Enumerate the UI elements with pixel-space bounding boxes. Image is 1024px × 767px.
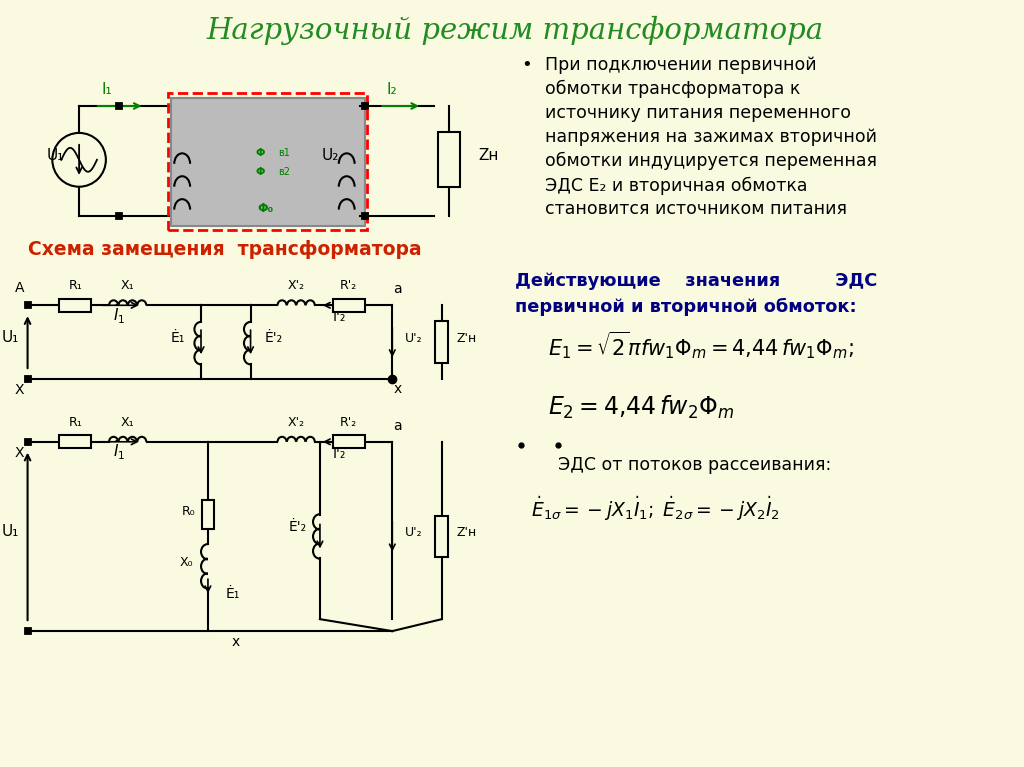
Text: R₁: R₁	[69, 279, 82, 292]
Text: Φ₀: Φ₀	[257, 202, 273, 215]
Text: ЭДС от потоков рассеивания:: ЭДС от потоков рассеивания:	[558, 456, 831, 474]
Bar	[333, 436, 365, 448]
Text: Ė₁: Ė₁	[225, 588, 241, 601]
Text: $\dot{I}_1$: $\dot{I}_1$	[113, 439, 125, 463]
Text: Схема замещения  трансформатора: Схема замещения трансформатора	[28, 240, 421, 259]
Text: в2: в2	[279, 166, 291, 176]
Bar	[435, 321, 449, 363]
Text: a: a	[393, 282, 401, 296]
Text: X: X	[15, 383, 25, 397]
Bar	[171, 98, 365, 225]
Text: X₁: X₁	[121, 416, 134, 429]
Text: Ė₁: Ė₁	[171, 331, 185, 345]
Text: Φ: Φ	[256, 148, 265, 158]
Text: x: x	[231, 635, 240, 649]
Bar	[333, 299, 365, 311]
Text: U'₂: U'₂	[406, 332, 423, 345]
Text: Z'н: Z'н	[457, 526, 477, 539]
Text: U'₂: U'₂	[406, 526, 423, 539]
Text: •: •	[521, 56, 531, 74]
Text: Zн: Zн	[478, 148, 499, 163]
Text: X₁: X₁	[121, 279, 134, 292]
Text: I₁: I₁	[101, 82, 113, 97]
Text: A: A	[15, 281, 25, 295]
Text: X₀: X₀	[179, 556, 193, 569]
Text: R'₂: R'₂	[340, 279, 357, 292]
Text: в1: в1	[279, 148, 290, 158]
Text: I'₂: I'₂	[333, 446, 346, 461]
Bar	[59, 436, 91, 448]
Text: $\dot{I}_1$: $\dot{I}_1$	[113, 302, 125, 326]
Text: Φ: Φ	[256, 166, 265, 176]
Text: a: a	[393, 419, 401, 433]
Text: R₁: R₁	[69, 416, 82, 429]
Text: При подключении первичной
обмотки трансформатора к
источнику питания переменного: При подключении первичной обмотки трансф…	[545, 56, 877, 219]
Text: R'₂: R'₂	[340, 416, 357, 429]
Text: Ė'₂: Ė'₂	[264, 331, 283, 345]
Text: U₁: U₁	[2, 525, 19, 539]
Text: U₁: U₁	[2, 330, 19, 345]
Text: R₀: R₀	[181, 505, 195, 518]
Text: $E_1 = \sqrt{2}\pi fw_1 \Phi_m = 4{,}44\, fw_1 \Phi_m;$: $E_1 = \sqrt{2}\pi fw_1 \Phi_m = 4{,}44\…	[548, 329, 854, 361]
Text: Ė'₂: Ė'₂	[289, 521, 307, 535]
Text: x: x	[393, 382, 401, 396]
Bar	[202, 499, 214, 529]
Text: Действующие    значения         ЭДС
первичной и вторичной обмоток:: Действующие значения ЭДС первичной и вто…	[515, 272, 878, 316]
Bar	[435, 515, 449, 558]
Bar	[168, 93, 367, 229]
Bar	[59, 299, 91, 311]
Text: U₁: U₁	[47, 148, 65, 163]
Text: $\dot{E}_{1\sigma} = -jX_1\dot{I}_1;\; \dot{E}_{2\sigma} = -jX_2\dot{I}_2$: $\dot{E}_{1\sigma} = -jX_1\dot{I}_1;\; \…	[531, 494, 780, 523]
Text: I₂: I₂	[387, 82, 397, 97]
Text: Z'н: Z'н	[457, 332, 477, 345]
Bar	[438, 133, 460, 187]
Text: U₂: U₂	[322, 148, 339, 163]
Text: X'₂: X'₂	[288, 416, 305, 429]
Text: $E_2 = 4{,}44\, fw_2 \Phi_m$: $E_2 = 4{,}44\, fw_2 \Phi_m$	[548, 393, 734, 420]
Text: X'₂: X'₂	[288, 279, 305, 292]
Text: I'₂: I'₂	[333, 310, 346, 324]
Text: X: X	[15, 446, 25, 459]
Text: Нагрузочный режим трансформатора: Нагрузочный режим трансформатора	[207, 15, 823, 44]
